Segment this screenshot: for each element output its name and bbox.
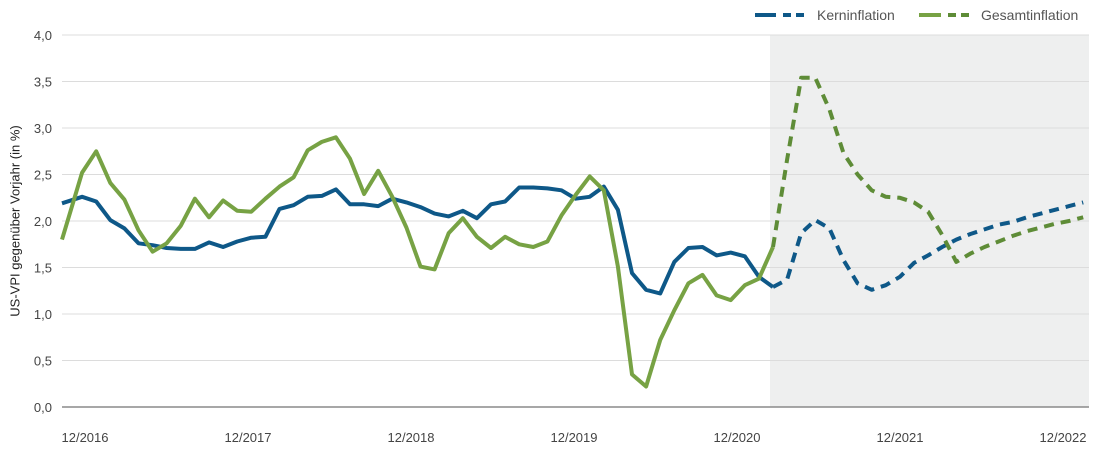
x-tick-label: 12/2017 — [225, 430, 272, 445]
y-axis-label: US-VPI gegenüber Vorjahr (in %) — [7, 125, 22, 316]
gesamtinflation-forecast-line — [771, 75, 1084, 264]
legend-label: Gesamtinflation — [981, 7, 1078, 23]
x-tick-label: 12/2021 — [877, 430, 924, 445]
kerninflation-actual-line — [61, 184, 775, 296]
x-axis-ticks: 12/2016 12/2017 12/2018 12/2019 12/2020 12/20… — [62, 430, 1087, 445]
kerninflation-forecast-line — [772, 200, 1084, 292]
x-tick-label: 12/2019 — [551, 430, 598, 445]
gridlines — [62, 34, 1089, 408]
legend-item-gesamtinflation: Gesamtinflation — [919, 7, 1078, 23]
y-tick-label: 2,5 — [34, 168, 52, 183]
gesamtinflation-actual-line — [60, 135, 775, 389]
y-tick-label: 0,0 — [34, 400, 52, 415]
y-tick-label: 0,5 — [34, 354, 52, 369]
x-tick-label: 12/2018 — [388, 430, 435, 445]
legend: Kerninflation Gesamtinflation — [755, 7, 1078, 23]
legend-item-kerninflation: Kerninflation — [755, 7, 895, 23]
legend-label: Kerninflation — [817, 7, 895, 23]
x-tick-label: 12/2022 — [1040, 430, 1087, 445]
y-axis-ticks: 0,0 0,5 1,0 1,5 2,0 2,5 3,0 3,5 4,0 — [34, 28, 52, 415]
x-tick-label: 12/2016 — [62, 430, 109, 445]
series-lines — [60, 75, 1084, 389]
x-tick-label: 12/2020 — [714, 430, 761, 445]
y-tick-label: 3,5 — [34, 75, 52, 90]
y-tick-label: 2,0 — [34, 214, 52, 229]
y-tick-label: 3,0 — [34, 121, 52, 136]
y-tick-label: 1,0 — [34, 307, 52, 322]
y-tick-label: 1,5 — [34, 261, 52, 276]
y-tick-label: 4,0 — [34, 28, 52, 43]
